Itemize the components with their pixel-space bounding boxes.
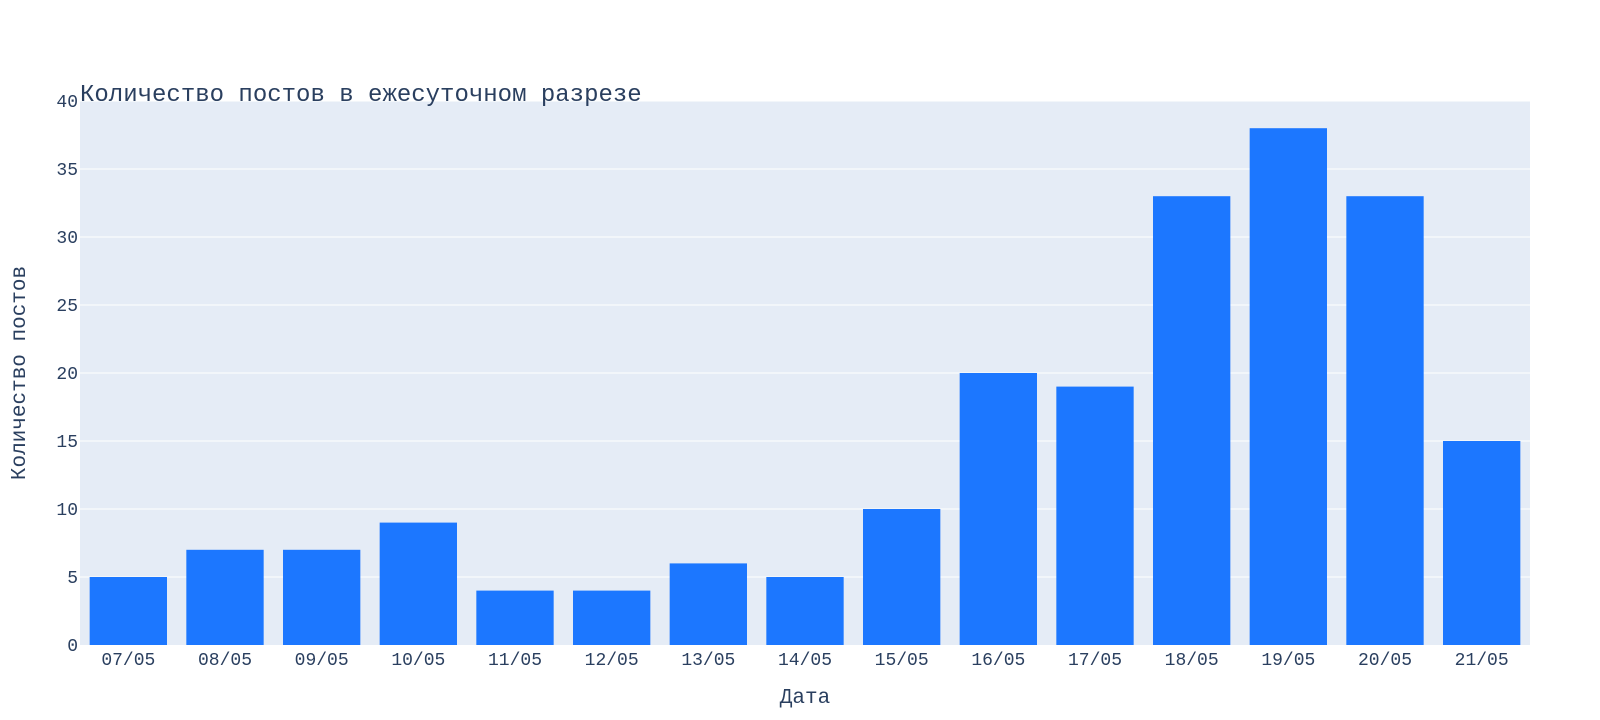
bar-07-05[interactable] [89,577,167,645]
bar-13-05[interactable] [669,563,747,645]
y-axis-title: Количество постов [9,266,32,480]
y-tick-label: 40 [56,93,78,113]
bar-20-05[interactable] [1346,196,1424,645]
bar-15-05[interactable] [863,509,941,645]
y-axis-ticks: 0 5 10 15 20 25 30 35 40 [56,93,78,657]
x-tick-label: 11/05 [488,651,542,671]
bar-08-05[interactable] [186,549,264,645]
x-axis-title: Дата [780,687,830,710]
bar-16-05[interactable] [959,373,1037,645]
x-tick-label: 17/05 [1068,651,1122,671]
x-tick-label: 07/05 [101,651,155,671]
y-tick-label: 35 [56,161,78,181]
bars [89,128,1521,645]
x-tick-label: 14/05 [778,651,832,671]
x-tick-label: 20/05 [1358,651,1412,671]
x-tick-label: 15/05 [875,651,929,671]
x-tick-label: 21/05 [1455,651,1509,671]
x-tick-label: 13/05 [681,651,735,671]
x-tick-label: 19/05 [1261,651,1315,671]
x-axis-ticks: 07/05 08/05 09/05 10/05 11/05 12/05 13/05 14/05… [101,651,1508,671]
x-tick-label: 16/05 [971,651,1025,671]
y-tick-label: 20 [56,365,78,385]
y-tick-label: 15 [56,433,78,453]
y-tick-label: 10 [56,501,78,521]
y-tick-label: 25 [56,297,78,317]
y-tick-label: 0 [67,637,78,657]
bar-10-05[interactable] [379,522,457,645]
x-tick-label: 09/05 [295,651,349,671]
x-tick-label: 08/05 [198,651,252,671]
chart-title: Количество постов в ежесуточном разрезе [80,82,642,109]
x-tick-label: 12/05 [585,651,639,671]
bar-12-05[interactable] [573,590,651,645]
bar-11-05[interactable] [476,590,554,645]
y-tick-label: 30 [56,229,78,249]
bar-14-05[interactable] [766,577,844,645]
bar-19-05[interactable] [1249,128,1327,645]
x-tick-label: 18/05 [1165,651,1219,671]
bar-21-05[interactable] [1443,441,1521,645]
bar-18-05[interactable] [1153,196,1231,645]
bar-09-05[interactable] [283,549,361,645]
y-tick-label: 5 [67,569,78,589]
x-tick-label: 10/05 [391,651,445,671]
bar-17-05[interactable] [1056,386,1134,645]
